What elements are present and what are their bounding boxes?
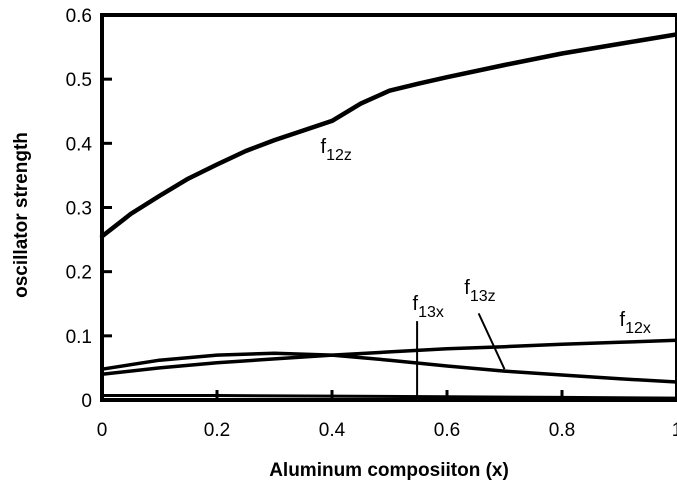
x-tick-label: 0.4: [319, 420, 346, 441]
series-label-f12z: f12z: [321, 136, 352, 164]
series-lines: [99, 32, 677, 400]
y-tick-label: 0.3: [66, 199, 92, 220]
x-tick-label: 0.6: [434, 420, 460, 441]
series-label-f13x: f13x: [413, 293, 444, 321]
x-tick-label: 1: [672, 420, 677, 441]
x-tick-label: 0.2: [204, 420, 230, 441]
series-line-f13x: [100, 394, 677, 400]
series-annotations: f12z f13x f13z f12x: [321, 136, 651, 397]
y-tick-label: 0.1: [66, 327, 92, 348]
series-line-f12x: [100, 338, 677, 377]
y-tick-label: 0.2: [66, 263, 92, 284]
y-tick-label: 0.6: [66, 6, 92, 27]
tick-labels: 0 0.2 0.4 0.6 0.8 1 0 0.1 0.2 0.3 0.4 0.5 0.6: [66, 6, 677, 441]
x-tick-label: 0.8: [549, 420, 575, 441]
x-axis-label: Aluminum composiiton (x): [269, 460, 509, 481]
y-tick-label: 0: [81, 391, 92, 412]
y-tick-label: 0.4: [66, 134, 93, 155]
leader-f13z: [477, 312, 506, 370]
series-label-f12x: f12x: [620, 309, 651, 337]
y-axis-label: oscillator strength: [11, 132, 32, 298]
series-label-f13z: f13z: [464, 277, 495, 305]
series-line-f12z: [99, 32, 677, 239]
series-line-f13z: [100, 351, 677, 384]
y-tick-label: 0.5: [66, 70, 92, 91]
x-tick-label: 0: [97, 420, 108, 441]
